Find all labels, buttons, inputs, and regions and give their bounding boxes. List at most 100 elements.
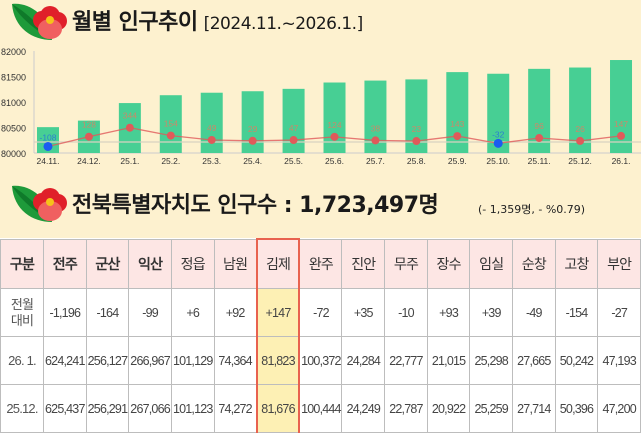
- x-tick-label: 25.9.: [448, 156, 467, 166]
- chart-title: 월별 인구추이 [2024.11.~2026.1.]: [72, 4, 363, 36]
- table-cell: 27,714: [512, 384, 556, 433]
- x-tick-label: 24.11.: [36, 156, 59, 166]
- table-cell: 101,123: [170, 384, 215, 433]
- x-tick-label: 25.5.: [284, 156, 303, 166]
- column-header: 고창: [554, 238, 599, 289]
- table-cell: 100,444: [298, 384, 343, 433]
- camellia-flower-icon: [12, 3, 67, 41]
- bar: [37, 127, 59, 153]
- bar: [282, 88, 305, 153]
- x-tick-label: 24.12.: [77, 156, 101, 166]
- table-cell: 50,396: [554, 384, 599, 433]
- table-cell: -72: [298, 288, 343, 337]
- table-cell: 256,127: [85, 336, 130, 385]
- change-label: 49: [207, 123, 217, 133]
- table-cell: 625,437: [43, 384, 87, 433]
- title-text: 월별 인구추이: [72, 10, 198, 35]
- change-label: 128: [82, 120, 96, 130]
- table-cell: 25,259: [469, 384, 514, 433]
- population-chart: 80000 80500 81000 81500 82000 -108 128 344 154 49…: [1, 47, 641, 166]
- table-row: 26. 1. 624,241 256,127 266,967 101,129 74,364…: [0, 336, 641, 385]
- change-label: 147: [614, 119, 628, 129]
- bar: [569, 67, 592, 153]
- change-label: 96: [534, 121, 544, 131]
- change-label: -32: [492, 129, 505, 139]
- table-row: 25.12. 625,437 256,291 267,066 101,123 74,272…: [0, 384, 641, 433]
- change-point: [330, 132, 339, 141]
- change-point: [493, 138, 503, 148]
- change-point: [535, 134, 544, 143]
- table-cell: 24,284: [341, 336, 386, 385]
- column-header: 남원: [213, 238, 258, 289]
- x-tick-label: 25.4.: [243, 156, 262, 166]
- change-label: 47: [289, 123, 299, 133]
- bar: [487, 73, 510, 153]
- table-cell: 267,066: [128, 384, 172, 433]
- table-cell: 21,015: [426, 336, 471, 385]
- column-header: 전주: [43, 238, 87, 289]
- table-cell: 624,241: [43, 336, 87, 385]
- row-header-text: 25.12.: [6, 400, 38, 416]
- table-cell: 22,787: [384, 384, 428, 433]
- table-cell: -99: [128, 288, 172, 337]
- table-cell: 22,777: [384, 336, 428, 385]
- change-point: [453, 132, 462, 141]
- column-header: 무주: [384, 238, 428, 289]
- column-header: 익산: [128, 238, 172, 289]
- row-header-text: 전월: [10, 296, 34, 312]
- table-cell: -10: [384, 288, 428, 337]
- row-header-text: 대비: [10, 312, 34, 328]
- x-tick-label: 25.3.: [202, 156, 221, 166]
- column-header: 구분: [0, 238, 44, 289]
- change-label: 38: [371, 123, 381, 133]
- column-header: 완주: [298, 238, 343, 289]
- bar: [610, 60, 633, 153]
- table-cell: 266,967: [128, 336, 172, 385]
- y-tick-label: 81000: [1, 98, 26, 108]
- table-cell: 20,922: [426, 384, 471, 433]
- y-tick-label: 80500: [1, 124, 26, 134]
- total-population-title: 전북특별자치도 인구수 : 1,723,497명: [72, 193, 439, 218]
- column-header: 군산: [85, 238, 130, 289]
- change-point: [43, 141, 53, 151]
- y-tick-label: 80000: [1, 149, 26, 159]
- change-label: 23: [412, 124, 422, 134]
- change-label: 29: [248, 124, 258, 134]
- change-point: [371, 136, 380, 145]
- column-header: 부안: [597, 238, 641, 289]
- table-cell: 24,249: [341, 384, 386, 433]
- row-header-text: 26. 1.: [8, 352, 37, 368]
- table-cell: 47,200: [597, 384, 641, 433]
- column-header: 진안: [341, 238, 386, 289]
- table-row: 전월 대비 -1,196 -164 -99 +6 +92 +147 -72 +35 -10 +93 +3…: [0, 288, 641, 337]
- table-cell: -49: [512, 288, 556, 337]
- change-label: -108: [39, 132, 56, 142]
- column-header: 정읍: [170, 238, 215, 289]
- table-cell: +93: [426, 288, 471, 337]
- bar: [200, 92, 223, 153]
- x-tick-label: 25.6.: [325, 156, 344, 166]
- column-header: 장수: [426, 238, 471, 289]
- bar: [405, 79, 428, 153]
- table-cell: +6: [170, 288, 215, 337]
- table-cell: -164: [85, 288, 130, 337]
- change-point: [617, 131, 626, 140]
- table-cell: -27: [597, 288, 641, 337]
- change-label: 344: [123, 111, 137, 121]
- table-cell: 81,823: [255, 336, 301, 385]
- x-tick-label: 25.10.: [486, 156, 510, 166]
- table-cell: +147: [255, 288, 301, 337]
- column-header: 순창: [512, 238, 556, 289]
- bar: [323, 82, 346, 153]
- table-cell: 256,291: [85, 384, 130, 433]
- change-point: [289, 136, 298, 145]
- population-table: 구분 전주 군산 익산 정읍 남원 김제 완주 진안 무주 장수 임실 순창 고창 부안 전월 대비 -1,19…: [0, 238, 641, 433]
- change-point: [166, 131, 175, 140]
- change-point: [125, 123, 134, 132]
- table-cell: 25,298: [469, 336, 514, 385]
- table-cell: 81,676: [255, 384, 301, 433]
- change-label: 124: [327, 120, 341, 130]
- bar: [364, 80, 387, 153]
- x-tick-label: 25.1.: [120, 156, 139, 166]
- table-cell: 47,193: [597, 336, 641, 385]
